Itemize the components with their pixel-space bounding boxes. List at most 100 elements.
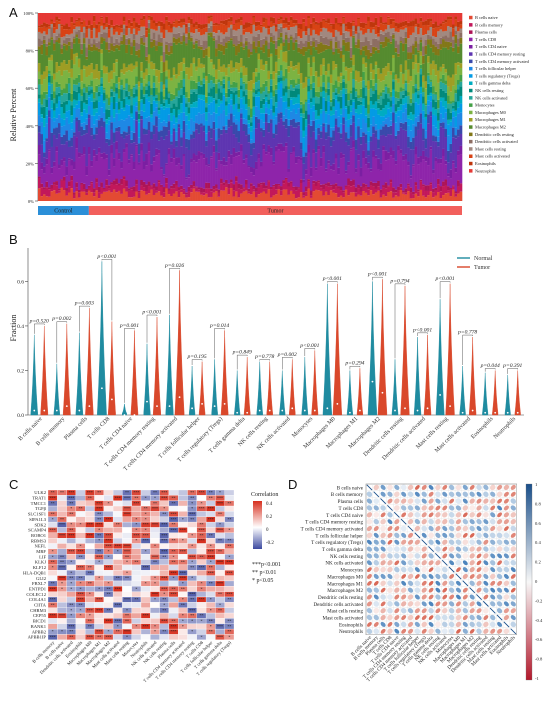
stack-segment xyxy=(100,37,104,44)
stack-segment xyxy=(117,190,121,201)
stack-segment xyxy=(247,81,251,91)
stack-segment xyxy=(322,44,326,52)
stack-segment xyxy=(349,29,353,37)
significance-mark: ** xyxy=(209,495,213,500)
stack-segment xyxy=(222,64,226,72)
stack-segment xyxy=(292,151,296,187)
stack-segment xyxy=(205,146,208,158)
stack-segment xyxy=(329,115,333,128)
stack-segment xyxy=(135,184,139,192)
heatmap-row-label: GLI2 xyxy=(36,576,47,581)
violin xyxy=(234,370,241,416)
stack-segment xyxy=(182,78,186,87)
stack-segment xyxy=(297,188,301,198)
stack-segment xyxy=(279,70,283,78)
stack-segment xyxy=(192,44,196,49)
stack-segment xyxy=(227,103,231,114)
stack-segment xyxy=(272,119,276,134)
heatmap-cell xyxy=(94,618,104,624)
stack-segment xyxy=(264,151,268,155)
stack-segment xyxy=(180,137,183,147)
stack-segment xyxy=(75,34,79,38)
stack-segment xyxy=(294,83,298,86)
stack-segment xyxy=(262,17,266,23)
stack-segment xyxy=(254,191,258,198)
significance-mark: * xyxy=(70,506,72,511)
stack-segment xyxy=(250,13,253,24)
stack-segment xyxy=(437,192,440,201)
significance-mark: ** xyxy=(60,560,64,565)
stack-segment xyxy=(387,31,390,39)
stack-segment xyxy=(407,191,410,201)
stack-segment xyxy=(52,73,56,80)
significance-mark: ** xyxy=(69,635,73,640)
stack-segment xyxy=(342,192,346,198)
stack-segment xyxy=(302,18,306,23)
stack-segment xyxy=(220,103,223,114)
stack-segment xyxy=(102,100,106,103)
stack-segment xyxy=(205,107,208,112)
stack-segment xyxy=(150,122,154,132)
p-value-label: p=0.026 xyxy=(164,263,184,269)
stack-segment xyxy=(254,13,258,22)
stack-segment xyxy=(50,146,54,168)
stack-segment xyxy=(442,31,445,37)
stack-segment xyxy=(72,64,76,80)
stack-segment xyxy=(102,65,106,74)
stack-segment xyxy=(142,26,146,35)
stack-segment xyxy=(80,49,84,55)
stack-segment xyxy=(50,19,54,22)
stack-segment xyxy=(132,196,136,201)
stack-segment xyxy=(334,153,338,159)
violin-median xyxy=(236,411,239,414)
stack-segment xyxy=(359,22,363,28)
stack-segment xyxy=(414,13,418,19)
stack-segment xyxy=(90,30,94,39)
stack-segment xyxy=(177,124,181,128)
stack-segment xyxy=(332,13,336,24)
stack-segment xyxy=(47,151,51,188)
stack-segment xyxy=(259,32,263,40)
stack-segment xyxy=(369,124,373,137)
stack-segment xyxy=(75,117,79,122)
stack-segment xyxy=(147,19,151,23)
stack-segment xyxy=(347,31,351,38)
stack-segment xyxy=(352,179,356,186)
stack-segment xyxy=(75,21,79,27)
heatmap-row-label: CEP55 xyxy=(33,613,47,618)
stack-segment xyxy=(175,96,178,107)
stack-segment xyxy=(399,13,403,23)
stack-segment xyxy=(240,16,243,21)
stack-segment xyxy=(292,26,296,38)
stack-segment xyxy=(200,63,203,69)
stack-segment xyxy=(439,29,443,38)
stack-segment xyxy=(200,44,203,47)
significance-mark: ** xyxy=(51,511,55,516)
stack-segment xyxy=(427,62,430,73)
stack-segment xyxy=(332,84,336,93)
panel-letter-d: D xyxy=(288,477,297,492)
stack-segment xyxy=(140,143,144,151)
stack-segment xyxy=(250,33,253,44)
stack-segment xyxy=(212,40,216,65)
stack-segment xyxy=(424,156,428,162)
stack-segment xyxy=(95,13,99,25)
stack-segment xyxy=(160,37,164,43)
stack-segment xyxy=(387,126,390,135)
stack-segment xyxy=(135,34,139,43)
stack-segment xyxy=(85,188,89,193)
stack-segment xyxy=(254,82,258,91)
stack-segment xyxy=(170,162,173,186)
stack-segment xyxy=(432,23,435,29)
stack-segment xyxy=(192,80,196,90)
stack-segment xyxy=(329,83,333,100)
stack-segment xyxy=(217,138,221,153)
stack-segment xyxy=(407,115,410,119)
stack-segment xyxy=(402,190,405,193)
stack-segment xyxy=(292,79,296,88)
stack-segment xyxy=(332,189,336,193)
stack-segment xyxy=(272,138,276,162)
stack-segment xyxy=(70,13,74,17)
significance-mark: ** xyxy=(227,618,231,623)
stack-segment xyxy=(150,186,154,190)
